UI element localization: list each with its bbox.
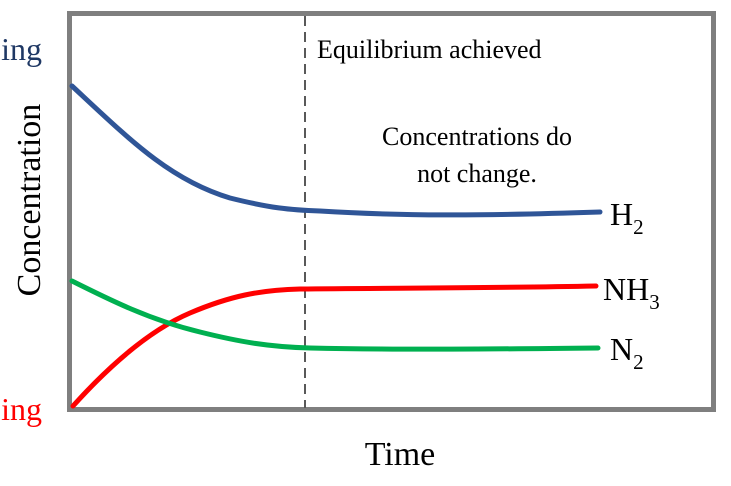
h2-label-sub: 2 bbox=[633, 215, 644, 239]
n2-label-sub: 2 bbox=[633, 350, 644, 374]
equilibrium-label: Equilibrium achieved bbox=[317, 35, 542, 64]
nh3-series-label: NH3 bbox=[603, 271, 660, 314]
y-axis-label: Concentration bbox=[11, 104, 48, 297]
h2-curve bbox=[69, 83, 603, 218]
nh3-curve bbox=[70, 283, 599, 409]
partial-label-top: ing bbox=[1, 31, 42, 67]
n2-label-main: N bbox=[610, 331, 633, 367]
h2-series-label: H2 bbox=[610, 196, 644, 239]
h2-label-main: H bbox=[610, 196, 633, 232]
n2-series-label: N2 bbox=[610, 331, 644, 374]
note-line-2: not change. bbox=[417, 159, 537, 188]
nh3-label-main: NH bbox=[603, 271, 649, 307]
plot-frame bbox=[67, 11, 716, 412]
note-line-1: Concentrations do bbox=[382, 122, 572, 151]
nh3-label-sub: 3 bbox=[649, 290, 660, 314]
n2-curve bbox=[69, 278, 601, 352]
x-axis-label: Time bbox=[365, 436, 436, 473]
partial-label-bottom: ing bbox=[1, 391, 42, 427]
